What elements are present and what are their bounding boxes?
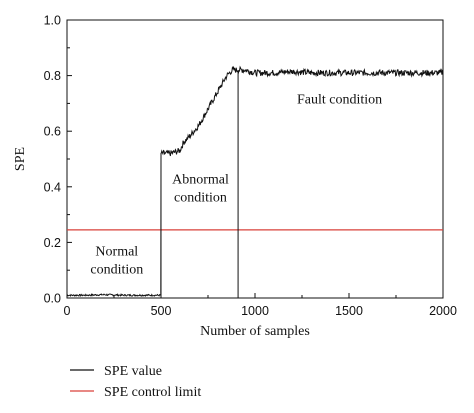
vertical-markers [160,70,239,298]
series-layer [66,65,444,297]
y-axis: 0.0 0.2 0.4 0.6 0.8 1.0 [44,14,72,306]
series-line-spe-value [66,65,444,297]
x-tick-label: 1000 [241,304,269,318]
annotation-1: Abnormal condition [172,172,229,205]
y-tick-label: 0.0 [44,292,61,306]
y-tick-label: 0.8 [44,69,61,83]
legend: SPE value SPE control limit [70,364,201,400]
x-tick-label: 2000 [429,304,457,318]
x-axis: 0 500 1000 1500 2000 [64,293,457,318]
x-tick-label: 1500 [335,304,363,318]
x-tick-label: 0 [64,304,71,318]
legend-label-spe-value: SPE value [104,364,162,379]
x-tick-label: 500 [151,304,172,318]
annotation-2: Fault condition [297,92,382,107]
legend-label-spe-control-limit: SPE control limit [104,385,201,400]
y-tick-label: 0.6 [44,125,61,139]
x-axis-title: Number of samples [200,324,310,339]
y-tick-label: 0.4 [44,180,61,194]
y-tick-label: 1.0 [44,14,61,28]
y-axis-title: SPE [13,147,28,171]
annotation-0: Normal condition [90,245,143,278]
y-tick-label: 0.2 [44,236,61,250]
plot-area: Normal condition Abnormal condition Fault co… [66,19,444,299]
annotations: Normal condition Abnormal condition Fault co… [90,92,382,277]
